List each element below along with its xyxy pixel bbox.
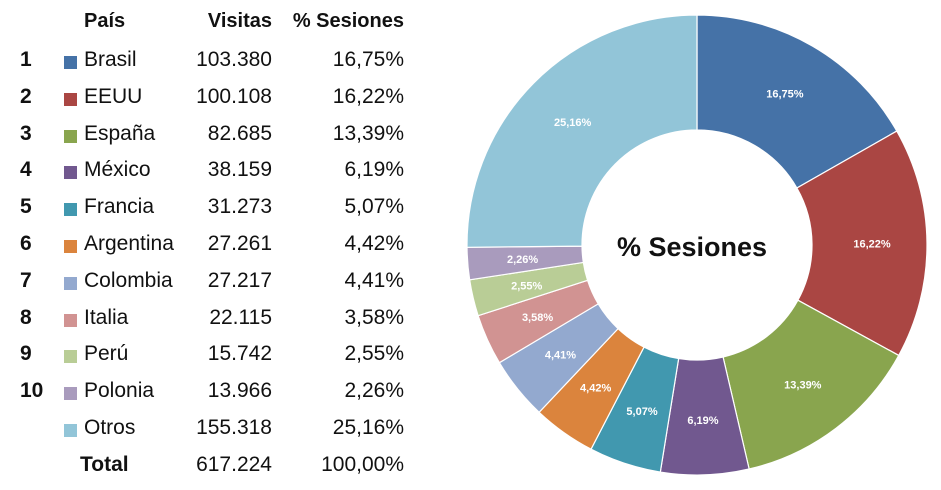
total-visits: 617.224 bbox=[196, 452, 272, 476]
table-row: 1 Brasil 103.380 16,75% bbox=[0, 43, 420, 79]
slice-label: 6,19% bbox=[687, 415, 718, 427]
row-country: Colombia bbox=[84, 268, 173, 292]
row-visits: 27.217 bbox=[207, 268, 272, 292]
chart-title: % Sesiones bbox=[617, 232, 767, 262]
slice-otros bbox=[466, 14, 698, 248]
row-rank: 8 bbox=[20, 305, 32, 329]
legend-swatch bbox=[64, 203, 77, 217]
slice-eeuu bbox=[796, 130, 928, 357]
row-visits: 13.966 bbox=[207, 379, 272, 403]
header-country: País bbox=[84, 10, 126, 32]
table-row: 3 España 82.685 13,39% bbox=[0, 117, 420, 153]
slice-label: 4,41% bbox=[545, 349, 576, 361]
legend-swatch bbox=[64, 350, 77, 364]
row-pct: 4,41% bbox=[344, 268, 404, 292]
total-pct: 100,00% bbox=[321, 452, 404, 476]
table-row: 6 Argentina 27.261 4,42% bbox=[0, 227, 420, 263]
row-visits: 103.380 bbox=[196, 48, 272, 71]
total-label: Total bbox=[80, 452, 129, 476]
row-country: EEUU bbox=[84, 84, 143, 108]
row-country: España bbox=[84, 121, 156, 145]
row-visits: 27.261 bbox=[207, 232, 272, 255]
legend-swatch bbox=[64, 166, 77, 180]
table-row: 5 Francia 31.273 5,07% bbox=[0, 190, 420, 226]
table-row: 7 Colombia 27.217 4,41% bbox=[0, 264, 420, 300]
row-visits: 155.318 bbox=[196, 416, 272, 439]
row-visits: 31.273 bbox=[207, 195, 272, 219]
donut-labels: 16,75% 16,22% 13,39% 6,19% 5,07% 4,42% 4,41% 3,… bbox=[507, 89, 891, 427]
table-row: 4 México 38.159 6,19% bbox=[0, 153, 420, 189]
slice-label: 2,55% bbox=[511, 280, 542, 292]
row-rank: 6 bbox=[20, 232, 32, 255]
sessions-table: País Visitas % Sesiones 1 Brasil 103.380 16… bbox=[0, 0, 420, 490]
row-pct: 2,26% bbox=[344, 379, 404, 403]
row-country: Perú bbox=[84, 342, 129, 366]
row-country: Francia bbox=[84, 195, 155, 219]
row-rank: 3 bbox=[20, 121, 32, 145]
slice-label: 16,22% bbox=[853, 238, 891, 250]
slice-label: 3,58% bbox=[522, 312, 553, 324]
slice-label: 5,07% bbox=[626, 406, 657, 418]
row-pct: 6,19% bbox=[344, 158, 404, 182]
donut-chart: 16,75% 16,22% 13,39% 6,19% 5,07% 4,42% 4,41% 3,… bbox=[466, 14, 928, 476]
legend-swatch bbox=[64, 92, 77, 106]
header-sessions: % Sesiones bbox=[292, 10, 404, 32]
slice-españa bbox=[722, 299, 900, 470]
row-country: Polonia bbox=[84, 379, 155, 403]
row-pct: 4,42% bbox=[344, 232, 404, 255]
row-rank: 1 bbox=[20, 48, 32, 71]
slice-label: 25,16% bbox=[554, 117, 592, 129]
row-pct: 16,75% bbox=[332, 48, 404, 71]
legend-swatch bbox=[64, 387, 77, 401]
header-visits: Visitas bbox=[207, 10, 272, 32]
row-rank: 4 bbox=[20, 158, 32, 182]
row-pct: 13,39% bbox=[332, 121, 404, 145]
slice-label: 13,39% bbox=[784, 379, 822, 391]
row-rank: 9 bbox=[20, 342, 32, 366]
legend-swatch bbox=[64, 56, 77, 69]
table-row: 8 Italia 22.115 3,58% bbox=[0, 301, 420, 337]
row-pct: 5,07% bbox=[344, 195, 404, 219]
table-total-row: Total 617.224 100,00% bbox=[0, 448, 420, 484]
row-visits: 38.159 bbox=[207, 158, 272, 182]
slice-label: 4,42% bbox=[580, 383, 611, 395]
legend-swatch bbox=[64, 276, 77, 290]
table-row: 2 EEUU 100.108 16,22% bbox=[0, 80, 420, 116]
table-row: 9 Perú 15.742 2,55% bbox=[0, 337, 420, 373]
row-rank: 2 bbox=[20, 84, 32, 108]
row-rank: 7 bbox=[20, 268, 32, 292]
row-visits: 22.115 bbox=[209, 305, 272, 329]
row-rank: 5 bbox=[20, 195, 32, 219]
row-rank: 10 bbox=[20, 379, 44, 403]
row-pct: 25,16% bbox=[332, 416, 404, 439]
table-row: 10 Polonia 13.966 2,26% bbox=[0, 374, 420, 410]
table-row: Otros 155.318 25,16% bbox=[0, 411, 420, 447]
slice-label: 16,75% bbox=[766, 89, 804, 101]
legend-swatch bbox=[64, 424, 77, 437]
legend-swatch bbox=[64, 240, 77, 253]
row-country: Brasil bbox=[84, 48, 137, 71]
row-country: Argentina bbox=[84, 232, 174, 255]
slice-brasil bbox=[696, 14, 898, 189]
legend-swatch bbox=[64, 313, 77, 327]
row-pct: 16,22% bbox=[332, 84, 404, 108]
row-visits: 15.742 bbox=[207, 342, 272, 366]
row-country: Otros bbox=[84, 416, 136, 439]
row-pct: 3,58% bbox=[344, 305, 404, 329]
legend-swatch bbox=[64, 129, 77, 143]
row-visits: 100.108 bbox=[196, 84, 272, 108]
donut-slices bbox=[466, 14, 928, 476]
row-pct: 2,55% bbox=[344, 342, 404, 366]
row-visits: 82.685 bbox=[207, 121, 272, 145]
slice-label: 2,26% bbox=[507, 254, 538, 266]
row-country: México bbox=[84, 158, 151, 182]
row-country: Italia bbox=[84, 305, 129, 329]
